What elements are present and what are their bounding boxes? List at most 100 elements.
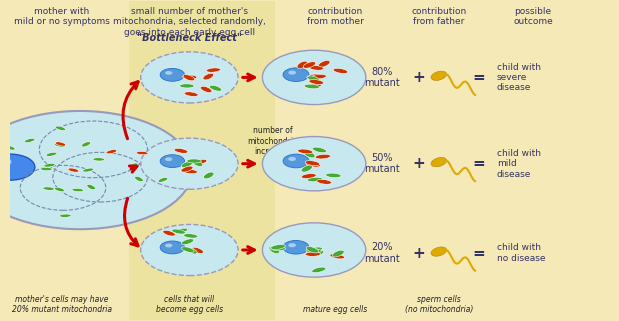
Ellipse shape [309,80,324,84]
Circle shape [160,155,184,168]
Ellipse shape [191,247,204,253]
Ellipse shape [312,267,326,273]
Ellipse shape [184,92,198,96]
Ellipse shape [431,157,447,167]
Ellipse shape [181,161,193,168]
Ellipse shape [136,152,148,155]
Text: "Bottleneck Effect": "Bottleneck Effect" [137,33,242,43]
Circle shape [283,68,309,82]
Circle shape [165,157,172,161]
Ellipse shape [311,250,324,257]
Ellipse shape [175,228,188,234]
Ellipse shape [192,160,202,167]
Text: contribution
from father: contribution from father [411,7,467,27]
Ellipse shape [44,163,55,167]
Circle shape [288,243,296,247]
Ellipse shape [301,174,316,178]
Ellipse shape [304,84,319,89]
Ellipse shape [307,74,321,79]
Ellipse shape [40,168,53,171]
Ellipse shape [201,86,212,92]
Ellipse shape [72,188,84,192]
Circle shape [0,154,35,180]
Circle shape [160,241,184,254]
Ellipse shape [313,147,326,153]
Ellipse shape [174,148,188,153]
Circle shape [288,157,296,161]
Circle shape [288,71,296,75]
Ellipse shape [184,234,198,238]
Text: mother's cells may have
20% mutant mitochondria: mother's cells may have 20% mutant mitoc… [12,294,111,314]
Text: child with
severe
disease: child with severe disease [496,63,540,92]
Circle shape [262,223,366,277]
Circle shape [0,111,193,229]
Ellipse shape [183,75,197,79]
Ellipse shape [209,85,222,91]
Text: +: + [412,156,425,171]
FancyArrowPatch shape [243,74,254,81]
Circle shape [141,224,238,275]
Ellipse shape [315,154,331,159]
Ellipse shape [87,185,95,190]
Ellipse shape [303,151,315,158]
Ellipse shape [83,168,93,172]
Ellipse shape [93,158,105,161]
Text: 80%
mutant: 80% mutant [365,66,400,88]
Text: possible
outcome: possible outcome [513,7,553,27]
Ellipse shape [306,247,319,253]
Ellipse shape [59,214,71,217]
Ellipse shape [305,160,320,166]
FancyArrowPatch shape [123,82,138,139]
Text: +: + [412,70,425,85]
Ellipse shape [307,177,322,182]
Text: child with
mild
disease: child with mild disease [496,149,540,178]
Ellipse shape [298,149,313,154]
Circle shape [141,52,238,103]
Ellipse shape [203,73,214,80]
Ellipse shape [303,62,316,68]
Ellipse shape [82,142,90,147]
Ellipse shape [181,166,193,172]
Ellipse shape [46,152,57,156]
FancyArrowPatch shape [243,160,254,167]
Ellipse shape [333,68,348,74]
Text: mother with
mild or no symptoms: mother with mild or no symptoms [14,7,110,27]
Ellipse shape [106,150,117,154]
Circle shape [283,154,309,168]
Circle shape [283,240,309,254]
Circle shape [160,68,184,81]
Ellipse shape [332,250,344,257]
Text: child with
no disease: child with no disease [496,244,545,263]
FancyArrowPatch shape [129,166,137,172]
Ellipse shape [297,61,308,69]
Ellipse shape [326,173,341,178]
Text: number of
mitochondria
increases: number of mitochondria increases [247,126,298,156]
Ellipse shape [135,176,143,182]
Ellipse shape [306,84,321,88]
Ellipse shape [309,65,324,70]
Ellipse shape [270,246,285,251]
Ellipse shape [306,162,321,167]
Ellipse shape [311,74,326,79]
Text: contribution
from mother: contribution from mother [307,7,364,27]
Ellipse shape [43,187,54,190]
Text: +: + [412,246,425,261]
Ellipse shape [163,230,175,236]
Ellipse shape [306,249,321,253]
Ellipse shape [24,138,35,143]
Ellipse shape [180,84,194,88]
Ellipse shape [55,142,66,146]
Ellipse shape [271,245,285,249]
Text: 20%
mutant: 20% mutant [365,242,400,264]
Text: =: = [472,156,485,171]
Circle shape [165,71,172,75]
Circle shape [262,50,366,105]
Bar [129,1,275,320]
Ellipse shape [183,74,194,81]
Ellipse shape [431,71,447,81]
Ellipse shape [431,247,447,256]
Ellipse shape [187,159,201,163]
Ellipse shape [308,76,320,82]
Ellipse shape [55,126,66,131]
Ellipse shape [308,247,322,252]
